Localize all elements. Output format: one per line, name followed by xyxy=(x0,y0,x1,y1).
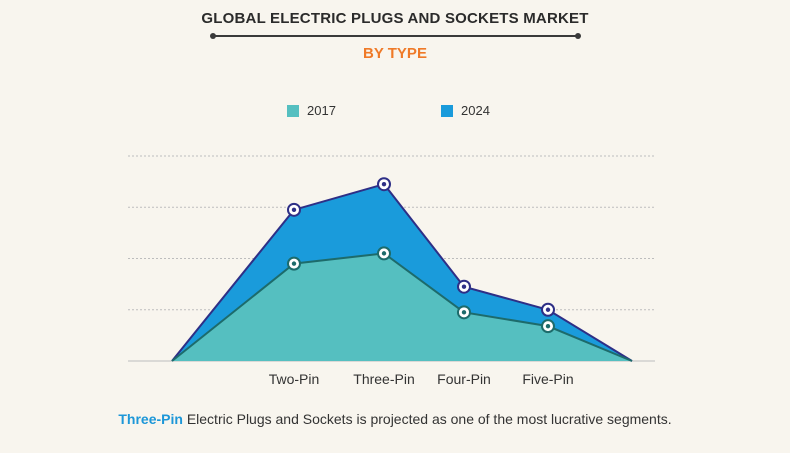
point-2024-Three-Pin xyxy=(377,177,391,192)
legend-item-2024: 2024 xyxy=(441,103,490,118)
divider-dot-right xyxy=(575,33,581,39)
line-2024 xyxy=(171,183,633,362)
x-tick-label: Three-Pin xyxy=(353,371,414,387)
point-2017-Two-Pin xyxy=(287,256,301,271)
x-tick-label: Five-Pin xyxy=(522,371,573,387)
chart-legend: 2017 2024 xyxy=(0,103,790,119)
area-2017 xyxy=(172,253,632,361)
point-2017-Three-Pin xyxy=(377,246,391,261)
point-2024-Two-Pin xyxy=(287,202,301,217)
chart-subtitle: BY TYPE xyxy=(363,45,427,62)
divider-dot-left xyxy=(210,33,216,39)
legend-label-2024: 2024 xyxy=(461,103,490,118)
line-2017 xyxy=(171,252,633,362)
point-2017-Four-Pin xyxy=(457,305,471,320)
legend-label-2017: 2017 xyxy=(307,103,336,118)
series-markers xyxy=(287,177,555,334)
title-divider xyxy=(210,33,581,39)
legend-swatch-2017 xyxy=(287,104,299,117)
legend-swatch-2024 xyxy=(441,104,453,117)
caption-text: Electric Plugs and Sockets is projected … xyxy=(182,411,672,427)
point-2024-Four-Pin xyxy=(457,279,471,294)
chart-title: GLOBAL ELECTRIC PLUGS AND SOCKETS MARKET xyxy=(201,10,589,27)
point-2024-Five-Pin xyxy=(541,302,555,317)
caption-highlight: Three-Pin xyxy=(118,411,183,427)
series-areas xyxy=(171,183,633,362)
legend-item-2017: 2017 xyxy=(287,103,336,118)
point-2017-Five-Pin xyxy=(541,319,555,334)
x-tick-label: Two-Pin xyxy=(269,371,320,387)
caption: Three-Pin Electric Plugs and Sockets is … xyxy=(0,411,790,427)
x-tick-label: Four-Pin xyxy=(437,371,491,387)
x-axis-labels: Two-Pin Three-Pin Four-Pin Five-Pin xyxy=(269,371,574,387)
